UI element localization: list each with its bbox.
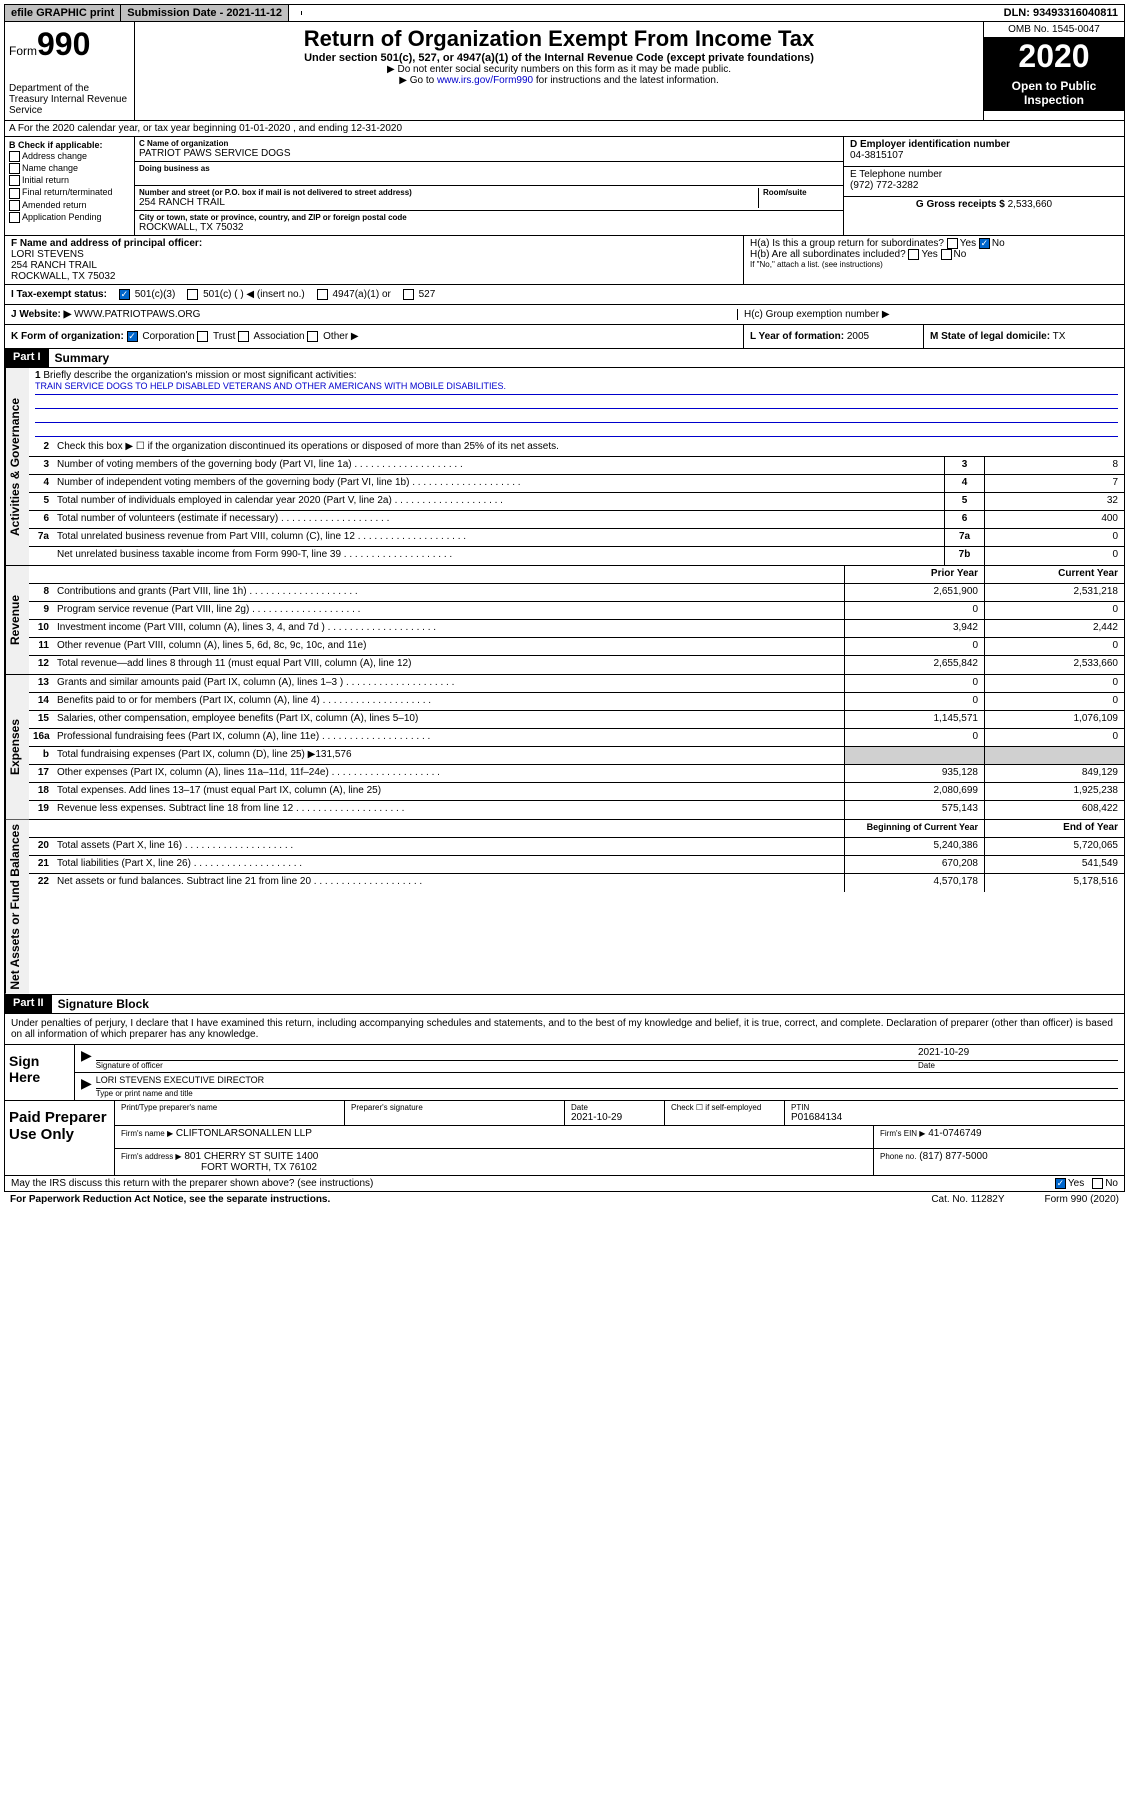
omb: OMB No. 1545-0047	[984, 22, 1124, 38]
irs-link[interactable]: www.irs.gov/Form990	[437, 75, 533, 86]
col-c: C Name of organization PATRIOT PAWS SERV…	[135, 137, 844, 235]
subtitle: Under section 501(c), 527, or 4947(a)(1)…	[139, 52, 979, 64]
website: WWW.PATRIOTPAWS.ORG	[74, 309, 200, 320]
form-ref: Form 990 (2020)	[1045, 1194, 1119, 1205]
name-change-check[interactable]	[9, 163, 20, 174]
gross-receipts: 2,533,660	[1008, 199, 1053, 210]
amended-check[interactable]	[9, 200, 20, 211]
sign-here: Sign Here	[5, 1045, 75, 1100]
spacer	[289, 11, 302, 15]
form-title: Return of Organization Exempt From Incom…	[139, 26, 979, 52]
row-a: A For the 2020 calendar year, or tax yea…	[4, 121, 1125, 137]
sig-date: 2021-10-29	[918, 1047, 1118, 1061]
addr-change-check[interactable]	[9, 151, 20, 162]
year-formation: 2005	[847, 331, 869, 342]
topbar: efile GRAPHIC print Submission Date - 20…	[4, 4, 1125, 22]
perjury-declaration: Under penalties of perjury, I declare th…	[5, 1014, 1124, 1045]
vert-netassets: Net Assets or Fund Balances	[5, 820, 29, 994]
pra-notice: For Paperwork Reduction Act Notice, see …	[10, 1194, 931, 1205]
501c3-check[interactable]: ✓	[119, 289, 130, 300]
arrow-icon: ▶	[81, 1075, 92, 1098]
telephone: (972) 772-3282	[850, 180, 1118, 191]
dept: Department of the Treasury Internal Reve…	[9, 83, 130, 116]
col-b: B Check if applicable: Address change Na…	[5, 137, 135, 235]
firm-phone: (817) 877-5000	[919, 1151, 987, 1162]
tax-year: 2020	[984, 38, 1124, 75]
form-header: Form990 Department of the Treasury Inter…	[4, 22, 1125, 121]
org-name: PATRIOT PAWS SERVICE DOGS	[139, 148, 839, 159]
initial-check[interactable]	[9, 175, 20, 186]
final-check[interactable]	[9, 188, 20, 199]
pending-check[interactable]	[9, 212, 20, 223]
part1-hdr: Part I	[5, 349, 49, 367]
open-inspection: Open to Public Inspection	[984, 75, 1124, 111]
group-return-no[interactable]: ✓	[979, 238, 990, 249]
dln: DLN: 93493316040811	[998, 5, 1124, 21]
discuss-no[interactable]	[1092, 1178, 1103, 1189]
ptin: P01684134	[791, 1112, 1118, 1123]
submission-date: Submission Date - 2021-11-12	[121, 5, 289, 21]
form-label: Form	[9, 44, 37, 58]
form-number: 990	[37, 26, 90, 62]
note2: ▶ Go to www.irs.gov/Form990 for instruct…	[139, 75, 979, 86]
officer-name-title: LORI STEVENS EXECUTIVE DIRECTOR	[96, 1075, 1118, 1089]
vert-governance: Activities & Governance	[5, 368, 29, 565]
ein: 04-3815107	[850, 150, 1118, 161]
info-row: B Check if applicable: Address change Na…	[4, 137, 1125, 236]
efile-btn[interactable]: efile GRAPHIC print	[5, 5, 121, 21]
officer-name: LORI STEVENS	[11, 249, 737, 260]
vert-revenue: Revenue	[5, 566, 29, 674]
cat-no: Cat. No. 11282Y	[931, 1194, 1004, 1205]
city-state-zip: ROCKWALL, TX 75032	[139, 222, 839, 233]
firm-name: CLIFTONLARSONALLEN LLP	[176, 1128, 312, 1139]
vert-expenses: Expenses	[5, 675, 29, 819]
note1: ▶ Do not enter social security numbers o…	[139, 64, 979, 75]
firm-ein: 41-0746749	[928, 1128, 981, 1139]
col-right: D Employer identification number 04-3815…	[844, 137, 1124, 235]
corp-check[interactable]: ✓	[127, 331, 138, 342]
mission: TRAIN SERVICE DOGS TO HELP DISABLED VETE…	[35, 381, 1118, 395]
part2-hdr: Part II	[5, 995, 52, 1013]
paid-preparer: Paid Preparer Use Only	[5, 1101, 115, 1175]
arrow-icon: ▶	[81, 1047, 92, 1070]
discuss-yes[interactable]: ✓	[1055, 1178, 1066, 1189]
street-address: 254 RANCH TRAIL	[139, 197, 758, 208]
state-domicile: TX	[1053, 331, 1066, 342]
